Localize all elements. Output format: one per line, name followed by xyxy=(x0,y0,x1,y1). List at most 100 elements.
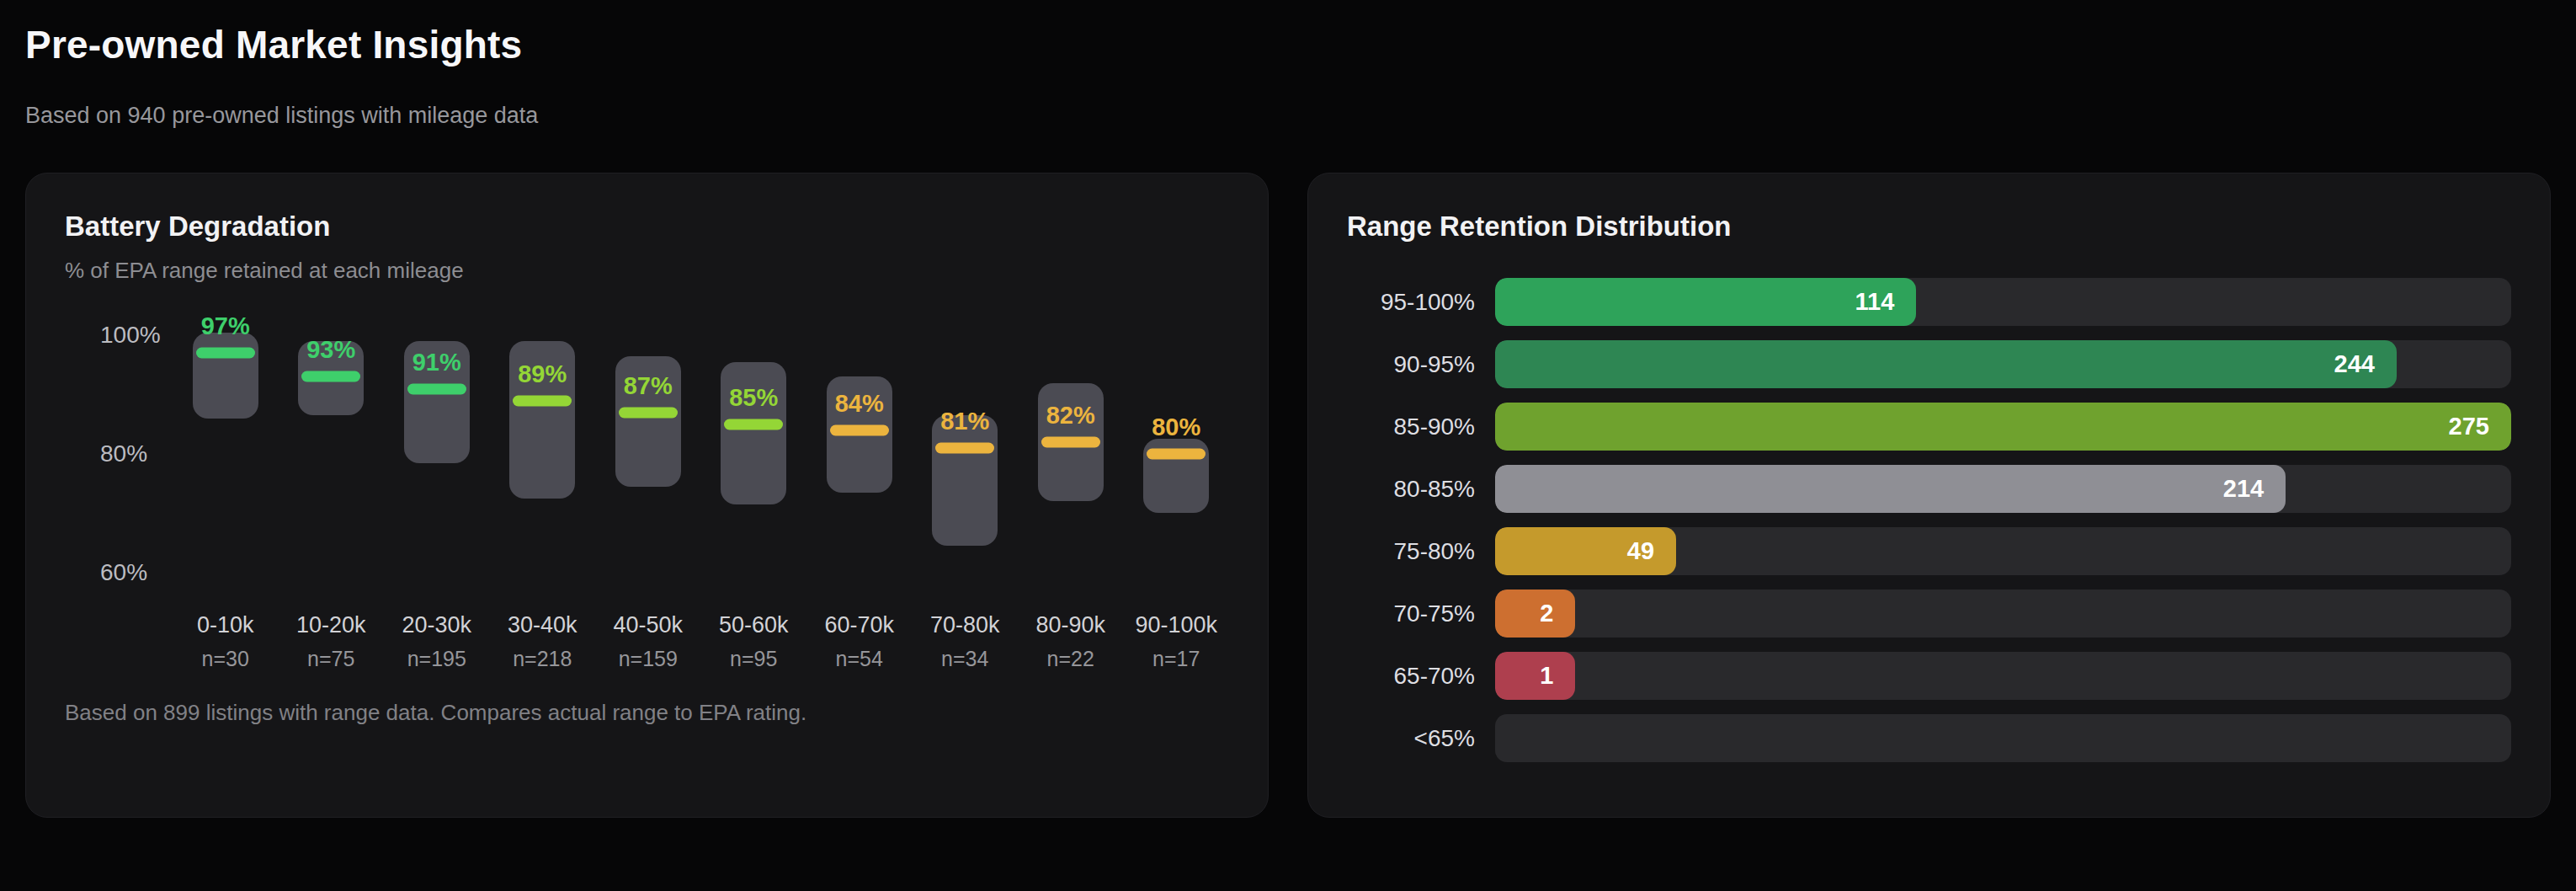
median-label: 93% xyxy=(306,336,355,364)
sample-size-label: n=54 xyxy=(806,647,913,671)
cards-row: Battery Degradation % of EPA range retai… xyxy=(25,173,2551,818)
box-slot: 87% xyxy=(595,306,701,602)
median-line xyxy=(830,424,889,435)
bar-value: 2 xyxy=(1540,600,1553,627)
page-subtitle: Based on 940 pre-owned listings with mil… xyxy=(25,103,2551,129)
median-label: 87% xyxy=(624,372,673,400)
y-axis-label: 60% xyxy=(100,559,147,586)
x-tick: 30-40k n=218 xyxy=(490,612,596,671)
row-label: 65-70% xyxy=(1347,663,1475,690)
x-tick: 60-70k n=54 xyxy=(806,612,913,671)
range-card-title: Range Retention Distribution xyxy=(1347,211,2511,243)
row-label: <65% xyxy=(1347,725,1475,752)
median-label: 82% xyxy=(1046,402,1095,429)
range-retention-card: Range Retention Distribution 95-100%1149… xyxy=(1307,173,2551,818)
bar-value: 244 xyxy=(2334,350,2375,378)
histogram-row: 75-80% 49 xyxy=(1347,527,2511,575)
box-slot: 97% xyxy=(173,306,279,602)
histogram-rows: 95-100% 114 90-95% 244 85-90% 275 80-85% 214 75-… xyxy=(1347,278,2511,762)
x-tick-label: 50-60k xyxy=(701,612,807,638)
median-line xyxy=(407,383,466,394)
box-range xyxy=(193,333,258,419)
median-line xyxy=(196,348,255,359)
y-axis-label: 80% xyxy=(100,440,147,467)
histogram-row: 80-85% 214 xyxy=(1347,465,2511,513)
x-tick-label: 10-20k xyxy=(279,612,385,638)
bar-track: 114 xyxy=(1495,278,2511,326)
box-slot: 85% xyxy=(701,306,807,602)
row-label: 85-90% xyxy=(1347,413,1475,440)
histogram-row: 70-75% 2 xyxy=(1347,590,2511,638)
x-tick-label: 60-70k xyxy=(806,612,913,638)
bar-value: 275 xyxy=(2449,413,2489,440)
bar-track: 244 xyxy=(1495,340,2511,388)
sample-size-label: n=218 xyxy=(490,647,596,671)
median-line xyxy=(513,395,572,406)
x-tick-label: 90-100k xyxy=(1124,612,1230,638)
x-tick: 40-50k n=159 xyxy=(595,612,701,671)
median-label: 80% xyxy=(1152,413,1200,441)
median-line xyxy=(1147,449,1206,460)
histogram-row: 65-70% 1 xyxy=(1347,652,2511,700)
median-line xyxy=(619,407,678,418)
x-tick: 10-20k n=75 xyxy=(279,612,385,671)
row-label: 80-85% xyxy=(1347,476,1475,503)
x-tick-label: 40-50k xyxy=(595,612,701,638)
sample-size-label: n=75 xyxy=(279,647,385,671)
sample-size-label: n=30 xyxy=(173,647,279,671)
battery-degradation-chart: 100%80%60% 97%93%91%89%87%85%84%81%82%80… xyxy=(65,306,1229,602)
bar-track xyxy=(1495,714,2511,762)
bar-track: 275 xyxy=(1495,403,2511,451)
row-label: 70-75% xyxy=(1347,600,1475,627)
sample-size-label: n=159 xyxy=(595,647,701,671)
sample-size-label: n=22 xyxy=(1018,647,1124,671)
x-tick-label: 80-90k xyxy=(1018,612,1124,638)
battery-card-title: Battery Degradation xyxy=(65,211,1229,243)
row-label: 90-95% xyxy=(1347,351,1475,378)
y-axis-label: 100% xyxy=(100,322,161,349)
sample-size-label: n=95 xyxy=(701,647,807,671)
box-slot: 91% xyxy=(384,306,490,602)
box-slot: 82% xyxy=(1018,306,1124,602)
battery-card-subtitle: % of EPA range retained at each mileage xyxy=(65,258,1229,284)
box-slot: 89% xyxy=(490,306,596,602)
bar-track: 214 xyxy=(1495,465,2511,513)
box-plot-area: 97%93%91%89%87%85%84%81%82%80% xyxy=(173,306,1229,602)
median-label: 97% xyxy=(201,312,250,340)
median-line xyxy=(1041,436,1100,447)
x-tick-label: 30-40k xyxy=(490,612,596,638)
histogram-row: 90-95% 244 xyxy=(1347,340,2511,388)
row-label: 95-100% xyxy=(1347,289,1475,316)
x-tick: 50-60k n=95 xyxy=(701,612,807,671)
median-label: 89% xyxy=(518,360,567,388)
sample-size-label: n=195 xyxy=(384,647,490,671)
box-slot: 84% xyxy=(806,306,913,602)
bar-fill: 2 xyxy=(1495,590,1575,638)
bar-value: 49 xyxy=(1627,537,1654,565)
median-line xyxy=(724,419,783,429)
median-line xyxy=(935,442,994,453)
row-label: 75-80% xyxy=(1347,538,1475,565)
bar-track: 1 xyxy=(1495,652,2511,700)
sample-size-label: n=34 xyxy=(913,647,1019,671)
median-line xyxy=(301,371,360,382)
battery-card-footnote: Based on 899 listings with range data. C… xyxy=(65,700,1229,726)
sample-size-label: n=17 xyxy=(1124,647,1230,671)
x-tick: 70-80k n=34 xyxy=(913,612,1019,671)
battery-degradation-card: Battery Degradation % of EPA range retai… xyxy=(25,173,1269,818)
x-tick-label: 70-80k xyxy=(913,612,1019,638)
bar-fill: 1 xyxy=(1495,652,1575,700)
x-tick: 0-10kn=30 xyxy=(173,612,279,671)
page-title: Pre-owned Market Insights xyxy=(25,22,2551,67)
x-tick: 90-100k n=17 xyxy=(1124,612,1230,671)
x-axis: 0-10kn=3010-20kn=7520-30kn=19530-40kn=21… xyxy=(173,612,1229,671)
bar-fill: 275 xyxy=(1495,403,2511,451)
pre-owned-market-insights-page: Pre-owned Market Insights Based on 940 p… xyxy=(0,0,2576,891)
bar-fill: 114 xyxy=(1495,278,1916,326)
bar-fill: 49 xyxy=(1495,527,1676,575)
bar-track: 49 xyxy=(1495,527,2511,575)
bar-value: 114 xyxy=(1855,288,1895,316)
bar-fill: 244 xyxy=(1495,340,2397,388)
box-slot: 80% xyxy=(1124,306,1230,602)
box-slot: 93% xyxy=(279,306,385,602)
